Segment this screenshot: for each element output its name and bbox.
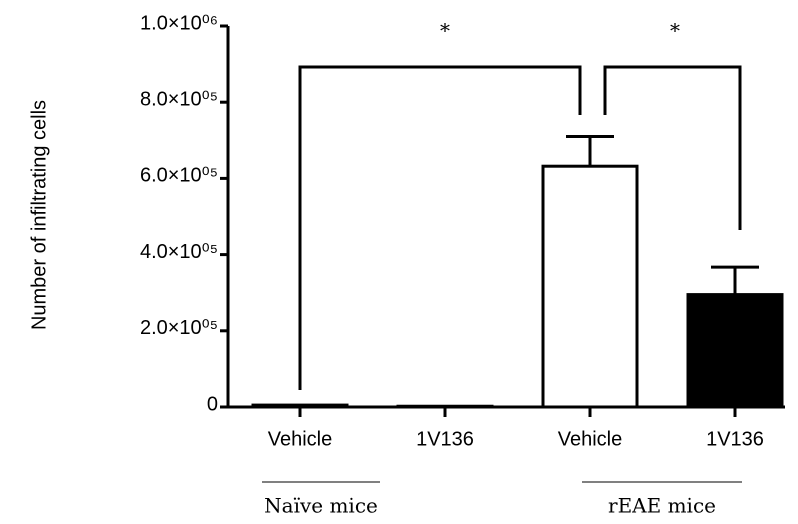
x-tick-label: 1V136 xyxy=(416,428,474,450)
y-tick-label: 0 xyxy=(207,393,218,415)
significance-label: * xyxy=(670,19,680,43)
x-tick-label: 1V136 xyxy=(706,428,764,450)
y-tick-label: 6.0×10⁰⁵ xyxy=(140,165,218,187)
y-tick-label: 1.0×10⁰⁶ xyxy=(140,12,218,34)
x-tick-label: Vehicle xyxy=(558,428,623,450)
bar xyxy=(686,293,784,409)
y-axis-label: Number of infiltrating cells xyxy=(28,100,50,330)
y-tick-label: 8.0×10⁰⁵ xyxy=(140,88,218,110)
bar xyxy=(396,404,494,409)
significance-label: * xyxy=(440,19,450,43)
bar xyxy=(541,164,639,409)
group-label: rEAE mice xyxy=(608,494,716,518)
group-label: Naïve mice xyxy=(264,494,378,518)
significance-bracket xyxy=(298,65,582,390)
significance-bracket xyxy=(603,65,742,230)
y-tick-label: 4.0×10⁰⁵ xyxy=(140,241,218,263)
x-tick-label: Vehicle xyxy=(268,428,333,450)
y-tick-label: 2.0×10⁰⁵ xyxy=(140,317,218,339)
bar xyxy=(251,403,349,409)
